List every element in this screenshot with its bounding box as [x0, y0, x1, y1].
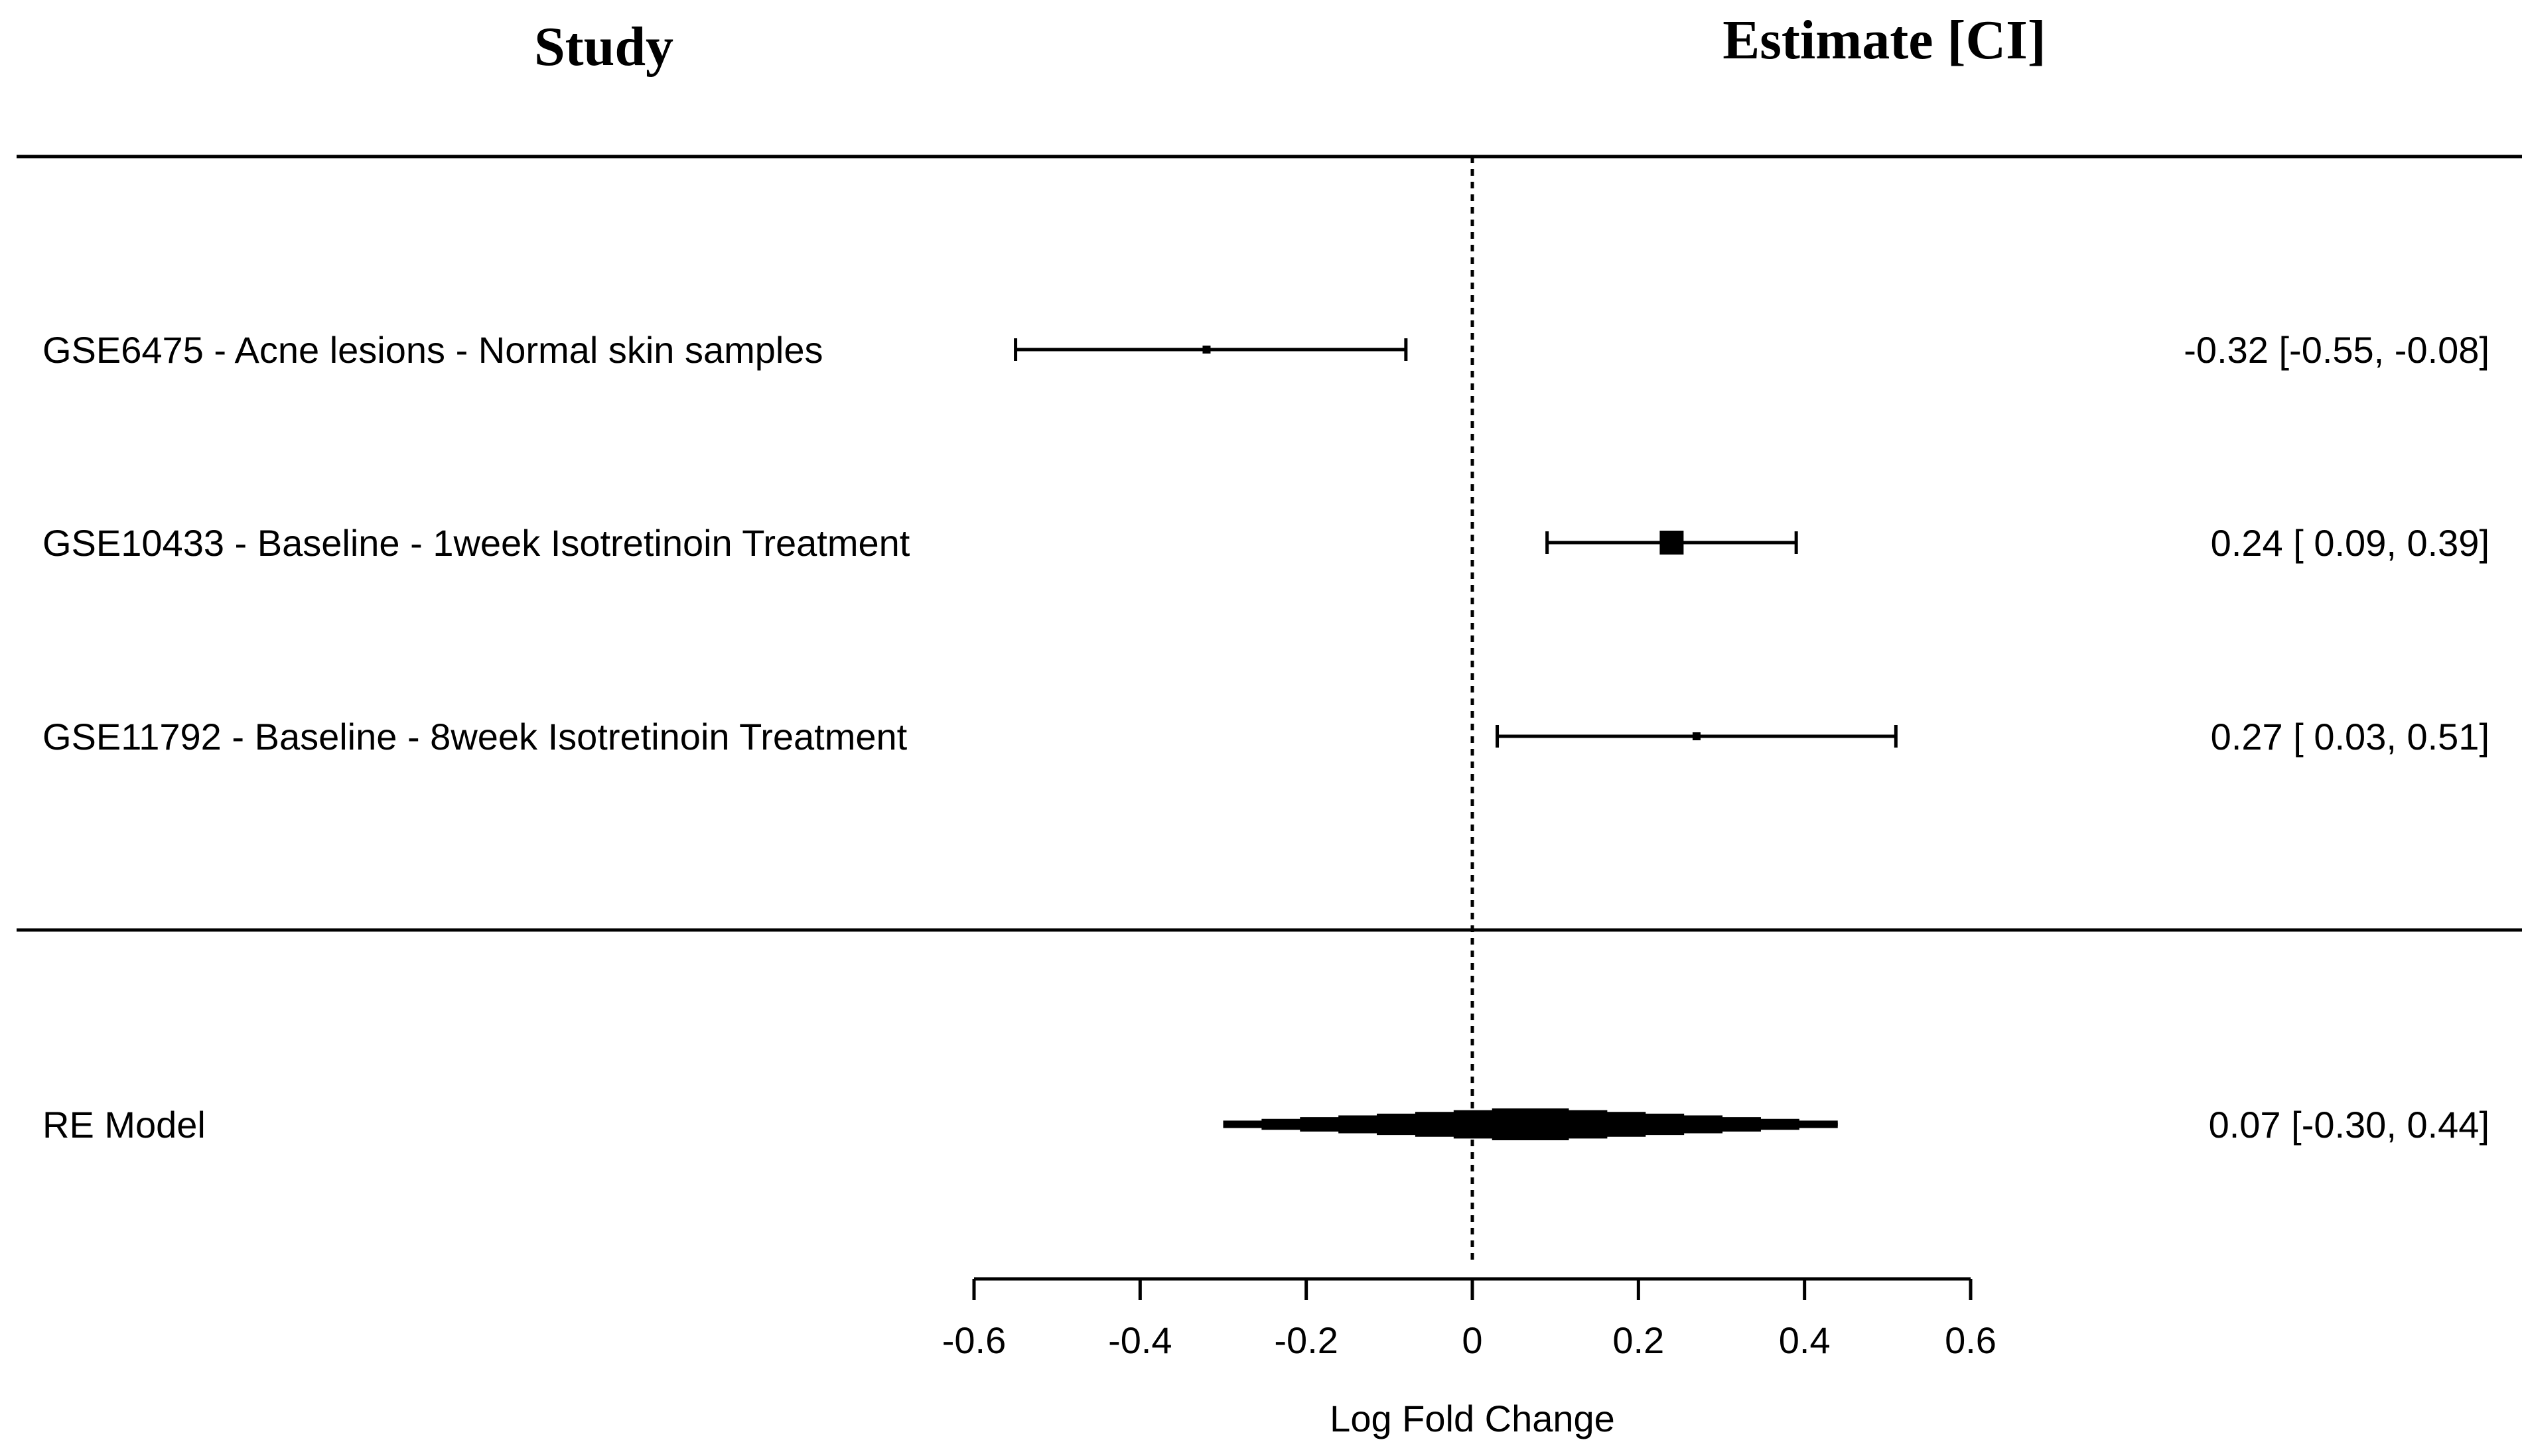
- x-axis-label: Log Fold Change: [1330, 1398, 1615, 1439]
- summary-estimate-text: 0.07 [-0.30, 0.44]: [2209, 1104, 2489, 1146]
- x-tick-label: -0.2: [1274, 1319, 1338, 1361]
- x-tick-label: 0.4: [1779, 1319, 1831, 1361]
- x-tick-label: 0: [1462, 1319, 1482, 1361]
- study-label: GSE11792 - Baseline - 8week Isotretinoin…: [42, 716, 908, 758]
- x-tick-label: 0.2: [1612, 1319, 1664, 1361]
- x-tick-label: 0.6: [1945, 1319, 1997, 1361]
- study-row: GSE6475 - Acne lesions - Normal skin sam…: [42, 329, 2489, 371]
- summary-label: RE Model: [42, 1104, 206, 1146]
- estimate-ci-text: 0.24 [ 0.09, 0.39]: [2211, 522, 2489, 564]
- estimate-header: Estimate [CI]: [1722, 9, 2046, 71]
- study-row: GSE11792 - Baseline - 8week Isotretinoin…: [42, 716, 2489, 758]
- estimate-ci-text: 0.27 [ 0.03, 0.51]: [2211, 716, 2489, 758]
- point-estimate: [1202, 346, 1211, 354]
- point-estimate: [1692, 732, 1701, 740]
- x-tick-label: -0.6: [942, 1319, 1007, 1361]
- study-label: GSE10433 - Baseline - 1week Isotretinoin…: [42, 522, 910, 564]
- study-row: GSE10433 - Baseline - 1week Isotretinoin…: [42, 522, 2489, 564]
- summary-row: RE Model 0.07 [-0.30, 0.44]: [42, 1104, 2489, 1146]
- study-label: GSE6475 - Acne lesions - Normal skin sam…: [42, 329, 823, 371]
- study-header: Study: [534, 16, 673, 78]
- x-tick-label: -0.4: [1108, 1319, 1172, 1361]
- estimate-ci-text: -0.32 [-0.55, -0.08]: [2184, 329, 2489, 371]
- point-estimate: [1659, 531, 1684, 555]
